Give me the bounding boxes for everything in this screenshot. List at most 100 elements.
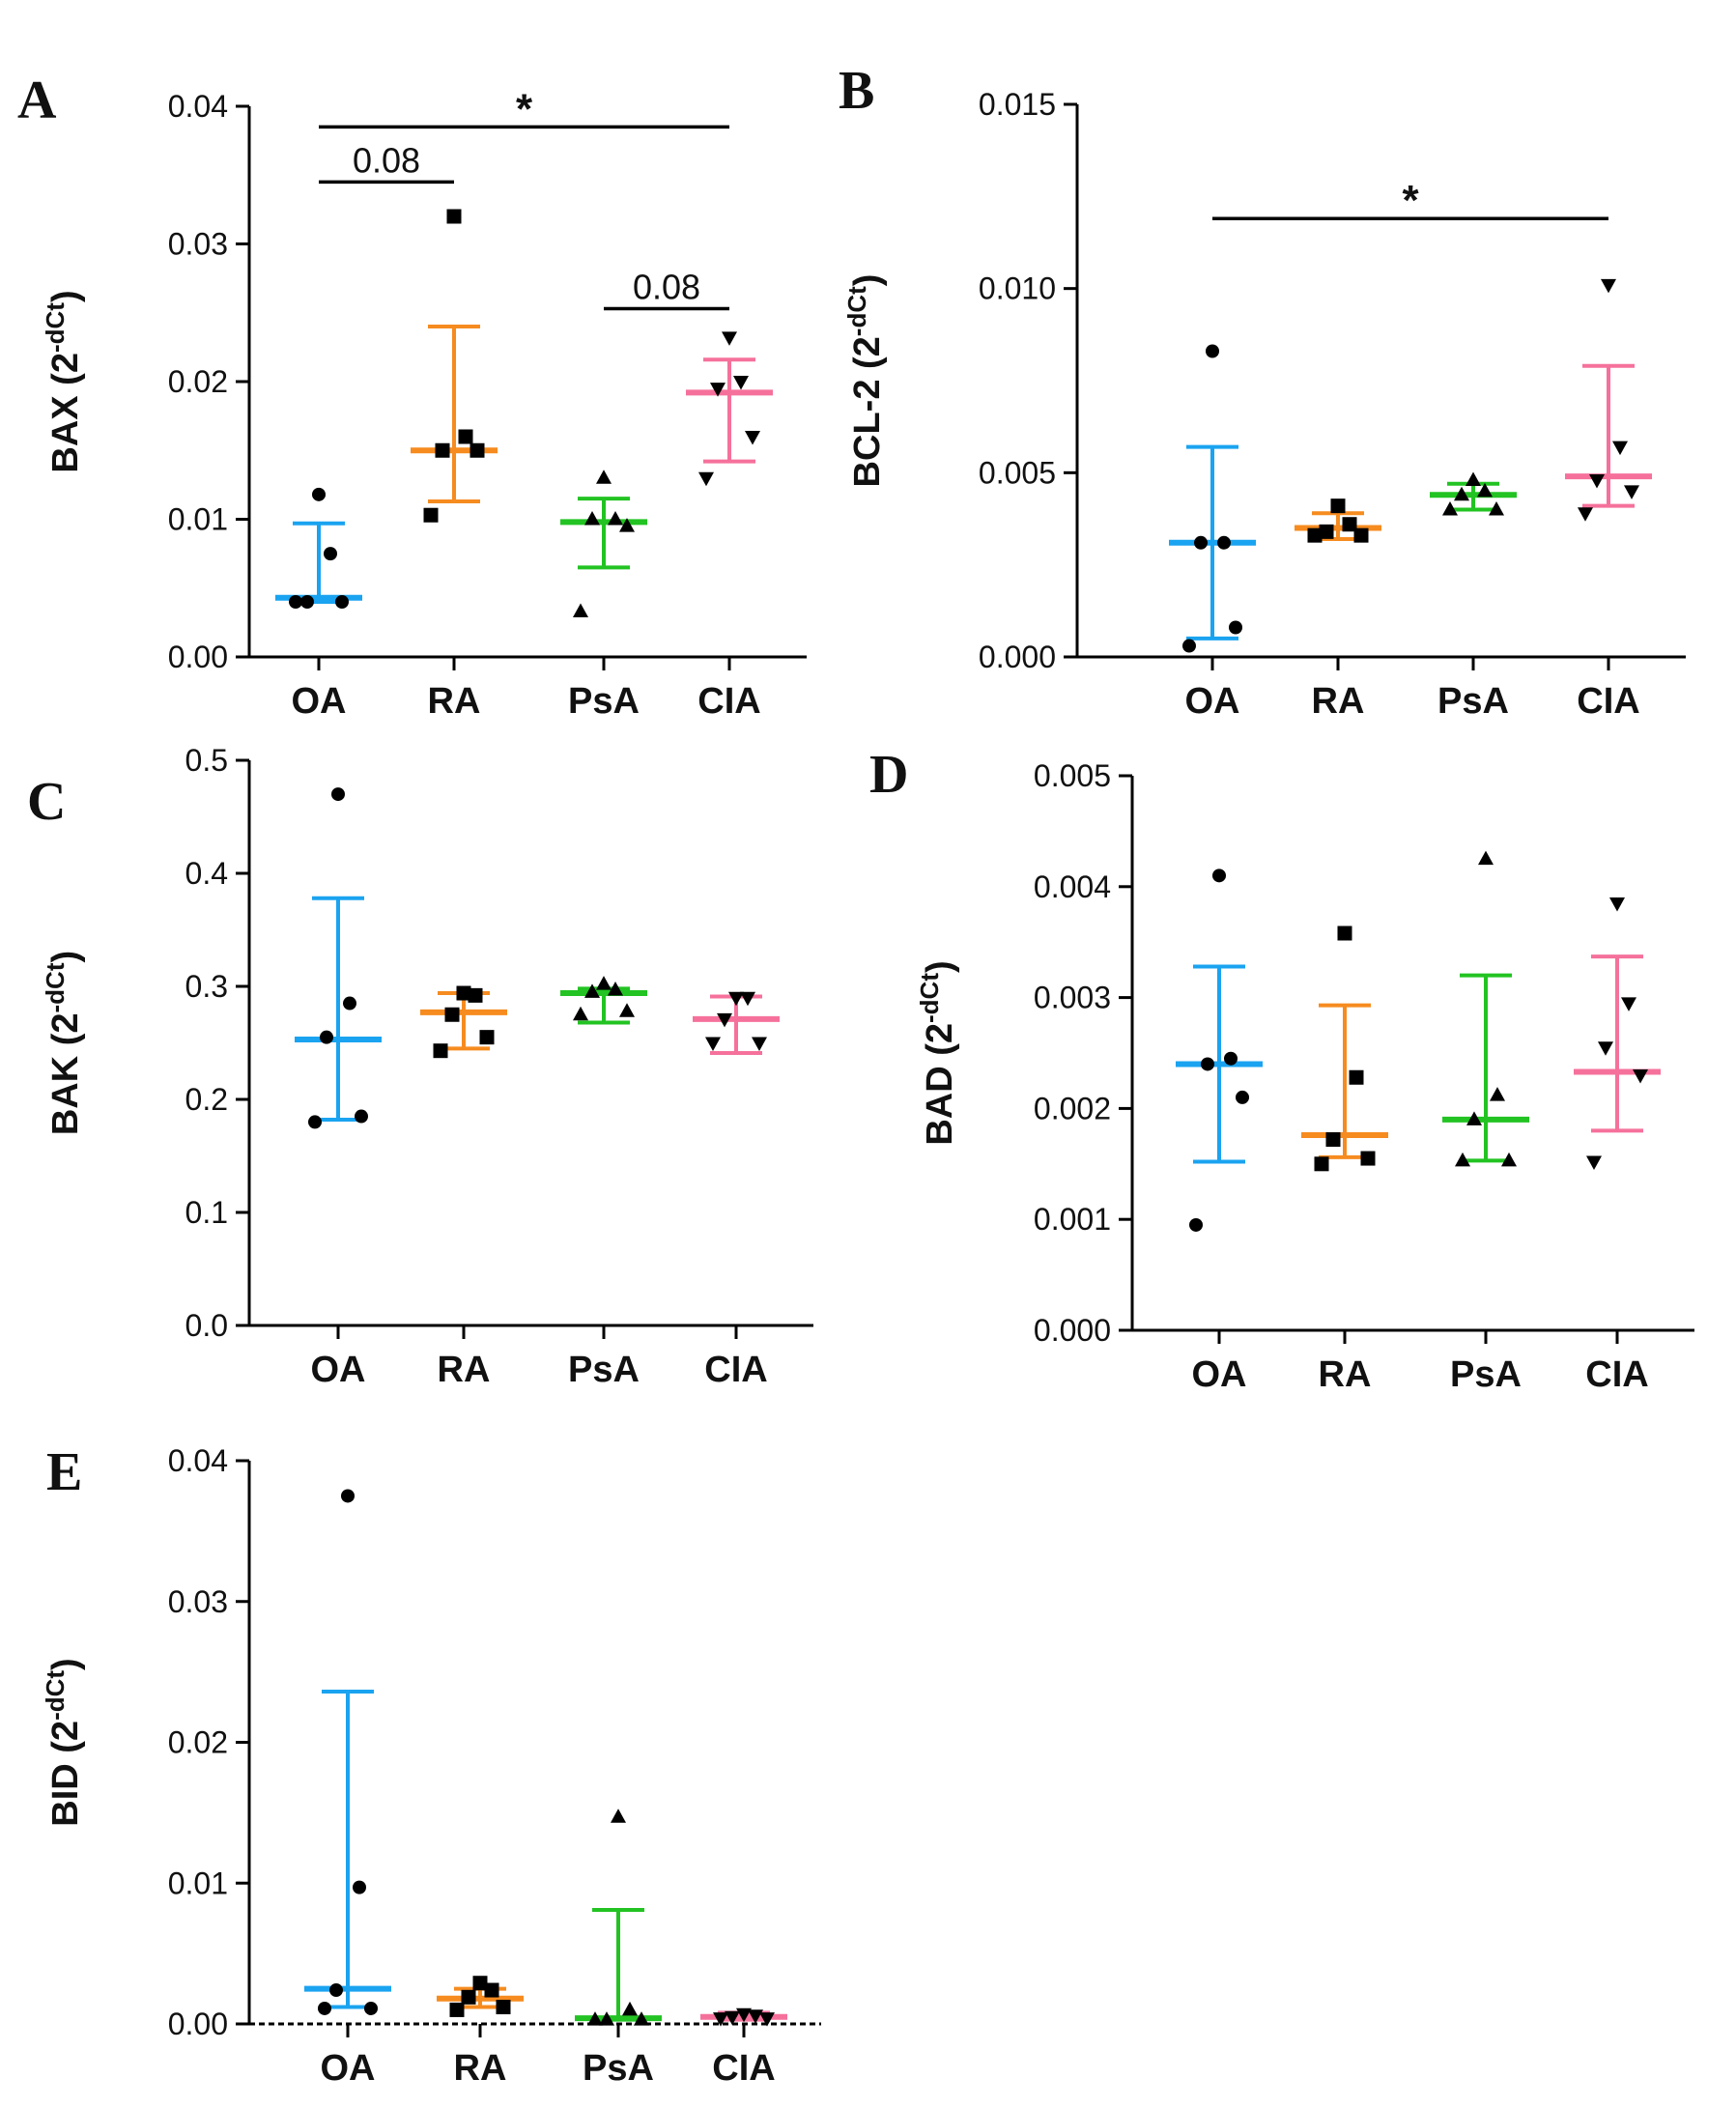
data-point: [1189, 1217, 1203, 1232]
panel-label: E: [46, 1442, 82, 1502]
data-point: [587, 2011, 603, 2026]
series-oa: [304, 1489, 391, 2015]
data-point: [1586, 1155, 1602, 1171]
data-point: [1330, 498, 1346, 514]
data-point: [335, 595, 349, 609]
data-point: [1601, 278, 1616, 294]
data-point: [584, 983, 600, 998]
x-tick-label-oa: OA: [321, 2048, 376, 2089]
significance-bracket: 0.08: [604, 267, 729, 311]
x-tick-label-oa: OA: [311, 1350, 366, 1390]
data-point: [1229, 620, 1242, 635]
data-point: [1589, 473, 1605, 489]
data-point: [1353, 527, 1369, 543]
significance-bracket: *: [1212, 177, 1608, 224]
data-point: [1578, 507, 1593, 522]
y-tick-label: 0.03: [168, 227, 228, 262]
y-tick-label: 0.00: [168, 2007, 228, 2041]
data-point: [423, 507, 439, 523]
significance-label: *: [1402, 177, 1419, 224]
data-point: [341, 1489, 355, 1503]
data-point: [446, 209, 462, 224]
data-point: [608, 511, 623, 526]
data-point: [1478, 850, 1494, 866]
series-psa: [575, 1808, 662, 2026]
y-axis-title-sup: -dCt: [842, 286, 871, 336]
y-tick-label: 0.1: [185, 1195, 228, 1230]
y-axis-title: BCL-2 (2-dCt): [842, 274, 888, 488]
data-point: [308, 1115, 322, 1129]
y-axis-title: BID (2-dCt): [41, 1658, 86, 1826]
data-point: [573, 603, 588, 617]
series-psa: [560, 470, 647, 617]
x-tick-label-psa: PsA: [568, 681, 640, 722]
y-tick-label: 0.2: [185, 1082, 228, 1117]
panel-c: C 0.0 0.1 0.2 0.3 0.4 0.5 OA RA PsA CIA BAK (2-dCt): [27, 743, 813, 1390]
x-tick-label-cia: CIA: [1577, 681, 1639, 722]
data-point: [722, 331, 737, 346]
data-point: [484, 1982, 499, 1998]
y-tick-label: 0.04: [168, 89, 228, 124]
y-tick-label: 0.001: [1034, 1202, 1111, 1237]
data-point: [1319, 524, 1334, 539]
series-psa: [560, 976, 647, 1025]
y-tick-label: 0.01: [168, 502, 228, 537]
data-point: [619, 1003, 635, 1017]
data-point: [461, 1989, 476, 2005]
data-point: [1337, 925, 1352, 941]
x-tick-label-oa: OA: [292, 681, 347, 722]
data-point: [449, 2002, 465, 2017]
data-point: [1501, 1152, 1517, 1167]
x-tick-label-psa: PsA: [568, 1350, 640, 1390]
data-point: [584, 511, 600, 526]
x-tick-label-psa: PsA: [1450, 1354, 1522, 1395]
data-point: [619, 518, 635, 532]
y-tick-label: 0.3: [185, 969, 228, 1004]
series-oa: [1169, 344, 1256, 653]
series-oa: [275, 487, 362, 609]
data-point: [717, 1012, 732, 1028]
data-point: [1466, 1111, 1482, 1125]
data-point: [355, 1109, 368, 1124]
data-point: [736, 2007, 752, 2023]
data-point: [1360, 1151, 1376, 1166]
series-cia: [686, 331, 773, 487]
series-cia: [700, 2007, 787, 2027]
data-point: [496, 2000, 511, 2015]
data-point: [1342, 517, 1357, 532]
x-tick-label-psa: PsA: [583, 2048, 654, 2089]
data-point: [468, 987, 483, 1003]
data-point: [433, 1043, 448, 1059]
x-tick-label-cia: CIA: [697, 681, 760, 722]
data-point: [1621, 997, 1636, 1011]
y-tick-label: 0.4: [185, 856, 228, 891]
data-point: [759, 2012, 775, 2027]
data-point: [1224, 1051, 1238, 1066]
data-point: [1454, 486, 1469, 501]
y-axis-title-close: ): [45, 951, 86, 963]
data-point: [1217, 535, 1231, 550]
x-tick-label-ra: RA: [438, 1350, 491, 1390]
data-point: [608, 982, 623, 996]
data-point: [1307, 527, 1323, 543]
y-tick-label: 0.00: [168, 640, 228, 674]
y-axis-title-close: ): [847, 274, 888, 287]
significance-label: *: [516, 85, 533, 132]
data-point: [1236, 1090, 1249, 1104]
data-point: [1490, 1087, 1505, 1101]
data-point: [1206, 344, 1219, 358]
y-tick-label: 0.0: [185, 1308, 228, 1343]
y-tick-label: 0.03: [168, 1584, 228, 1619]
data-point: [713, 2012, 728, 2027]
y-tick-label: 0.010: [979, 271, 1056, 306]
x-tick-label-cia: CIA: [704, 1350, 767, 1390]
x-tick-label-cia: CIA: [712, 2048, 775, 2089]
y-tick-label: 0.002: [1034, 1091, 1111, 1125]
data-point: [444, 1007, 460, 1022]
y-axis-title-main: BID (2: [45, 1721, 86, 1827]
y-axis-title-sup: -dCt: [915, 973, 944, 1023]
data-point: [705, 1037, 721, 1051]
y-axis-title-close: ): [45, 1658, 86, 1670]
data-point: [1182, 639, 1196, 653]
data-point: [1212, 868, 1226, 883]
